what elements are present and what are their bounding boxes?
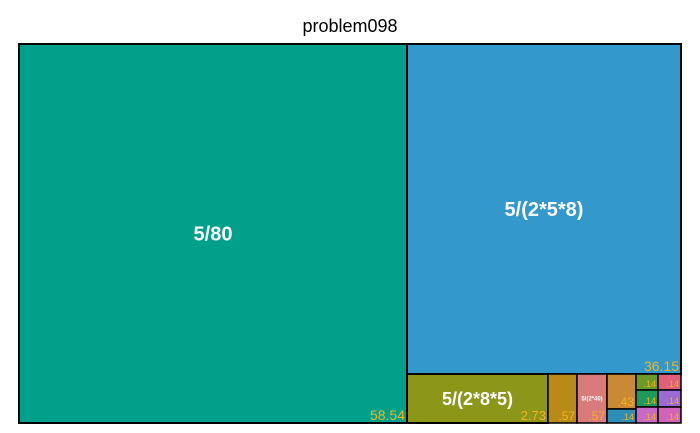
tile-value-4: .57 (558, 409, 575, 423)
tile-value-13: .14 (666, 412, 679, 422)
tile-value-2: 36.15 (644, 358, 679, 374)
tile-rect-6 (606, 373, 637, 410)
tile-value-7: .14 (643, 379, 656, 389)
tile-value-5: .57 (588, 409, 605, 423)
tile-value-9: .14 (621, 412, 634, 422)
tile-value-3: 2.73 (521, 408, 546, 423)
tile-value-12: .14 (643, 412, 656, 422)
tile-label-3: 5/(2*8*5) (442, 389, 513, 409)
tile-label-1: 5/80 (194, 224, 233, 246)
tile-label-2: 5/(2*5*8) (505, 199, 584, 221)
tile-value-11: .14 (666, 396, 679, 406)
tile-value-6: .43 (617, 395, 634, 409)
chart-title: problem098 (302, 16, 398, 36)
tile-rect-5 (576, 373, 608, 424)
tile-value-1: 58.54 (370, 407, 405, 423)
tile-value-10: .14 (643, 396, 656, 406)
tile-label-5: 5/(2*40) (581, 397, 602, 403)
tile-rect-13 (657, 406, 682, 424)
tile-value-8: .14 (666, 379, 679, 389)
